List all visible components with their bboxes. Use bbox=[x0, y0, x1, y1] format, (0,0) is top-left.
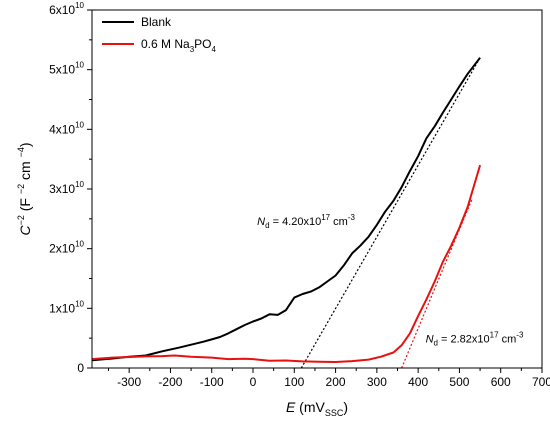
y-tick-mantissa: 1x10 bbox=[49, 301, 75, 315]
x-tick-label: -300 bbox=[117, 375, 141, 389]
y-axis-title: C−2 (F −2 cm −4) bbox=[16, 142, 33, 235]
x-axis-unit: (mV bbox=[295, 399, 325, 415]
y-tick-exponent: 10 bbox=[75, 1, 84, 10]
annot-symbol: N bbox=[426, 333, 434, 345]
annotations: Nd = 4.20x1017 cm-3Nd = 2.82x1017 cm-3 bbox=[257, 213, 524, 348]
x-tick-label: 200 bbox=[326, 375, 346, 389]
y-tick-exponent: 10 bbox=[75, 61, 84, 70]
y-tick-exponent: 10 bbox=[75, 120, 84, 129]
y-tick-label: 2x1010 bbox=[49, 240, 84, 256]
annot-sup: 17 bbox=[490, 330, 499, 339]
y-axis-symbol-sup: −2 bbox=[16, 215, 26, 225]
annot-sup: 17 bbox=[321, 213, 330, 222]
y-tick-mantissa: 2x10 bbox=[49, 242, 75, 256]
y-axis-symbol: C bbox=[17, 225, 33, 236]
legend-sub: 3 bbox=[190, 45, 195, 54]
series-line bbox=[91, 164, 482, 363]
series-line bbox=[91, 57, 481, 362]
y-tick-label: 3x1010 bbox=[49, 180, 84, 196]
y-tick-label: 1x1010 bbox=[49, 299, 84, 315]
y-tick-label: 4x1010 bbox=[49, 120, 84, 136]
axes bbox=[87, 9, 543, 373]
y-axis-close: ) bbox=[17, 142, 33, 147]
y-tick-mantissa: 0 bbox=[77, 361, 84, 375]
y-tick-label: 0 bbox=[77, 361, 84, 375]
x-tick-label: 600 bbox=[491, 375, 511, 389]
annot-unit-sup: -3 bbox=[516, 330, 524, 339]
annot-symbol: N bbox=[257, 216, 265, 228]
x-axis-unit-sub: SSC bbox=[325, 408, 344, 418]
legend-text-part: 0.6 M Na bbox=[141, 37, 190, 51]
y-axis-unit-sup2: −4 bbox=[16, 147, 26, 157]
axis-titles: E (mVSSC)C−2 (F −2 cm −4) bbox=[16, 142, 348, 418]
annotation: Nd = 4.20x1017 cm-3 bbox=[257, 213, 355, 230]
x-axis-symbol: E bbox=[286, 399, 296, 415]
y-tick-exponent: 10 bbox=[75, 240, 84, 249]
x-tick-label: 400 bbox=[408, 375, 428, 389]
y-tick-label: 6x1010 bbox=[49, 1, 84, 17]
legend-text-part: PO bbox=[194, 37, 211, 51]
y-tick-label: 5x1010 bbox=[49, 61, 84, 77]
y-axis-unit: (F bbox=[17, 194, 33, 215]
y-tick-mantissa: 4x10 bbox=[49, 122, 75, 136]
annot-unit: cm bbox=[499, 333, 517, 345]
y-axis-unit-sup1: −2 bbox=[16, 184, 26, 194]
x-tick-label: 500 bbox=[449, 375, 469, 389]
y-tick-mantissa: 3x10 bbox=[49, 182, 75, 196]
annot-unit-sup: -3 bbox=[348, 213, 356, 222]
y-tick-mantissa: 5x10 bbox=[49, 63, 75, 77]
annot-unit: cm bbox=[330, 216, 348, 228]
x-tick-label: -100 bbox=[200, 375, 224, 389]
x-axis-close: ) bbox=[343, 399, 348, 415]
annot-sub: d bbox=[434, 338, 438, 347]
x-tick-label: 100 bbox=[284, 375, 304, 389]
legend-label: Blank bbox=[141, 15, 172, 29]
legend-sub: 4 bbox=[211, 45, 216, 54]
legend-text-part: Blank bbox=[141, 15, 172, 29]
y-tick-mantissa: 6x10 bbox=[49, 3, 75, 17]
tick-labels: -300 -200 -100 0 100 200 300 400 500 600 70001x101… bbox=[49, 1, 550, 389]
annot-sub: d bbox=[265, 221, 269, 230]
legend: Blank 0.6 M Na3PO4 bbox=[102, 15, 216, 54]
x-tick-label: 0 bbox=[250, 375, 257, 389]
x-tick-label: -200 bbox=[158, 375, 182, 389]
annotation: Nd = 2.82x1017 cm-3 bbox=[426, 330, 524, 347]
y-axis-unit-mid: cm bbox=[17, 157, 33, 183]
y-tick-exponent: 10 bbox=[75, 180, 84, 189]
series-layer bbox=[91, 57, 482, 363]
x-axis-title: E (mVSSC) bbox=[286, 399, 348, 418]
legend-label: 0.6 M Na3PO4 bbox=[141, 37, 216, 54]
x-tick-label: 300 bbox=[367, 375, 387, 389]
annot-text: = 2.82x10 bbox=[438, 333, 490, 345]
x-tick-label: 700 bbox=[532, 375, 550, 389]
annot-text: = 4.20x10 bbox=[270, 216, 322, 228]
y-tick-exponent: 10 bbox=[75, 299, 84, 308]
